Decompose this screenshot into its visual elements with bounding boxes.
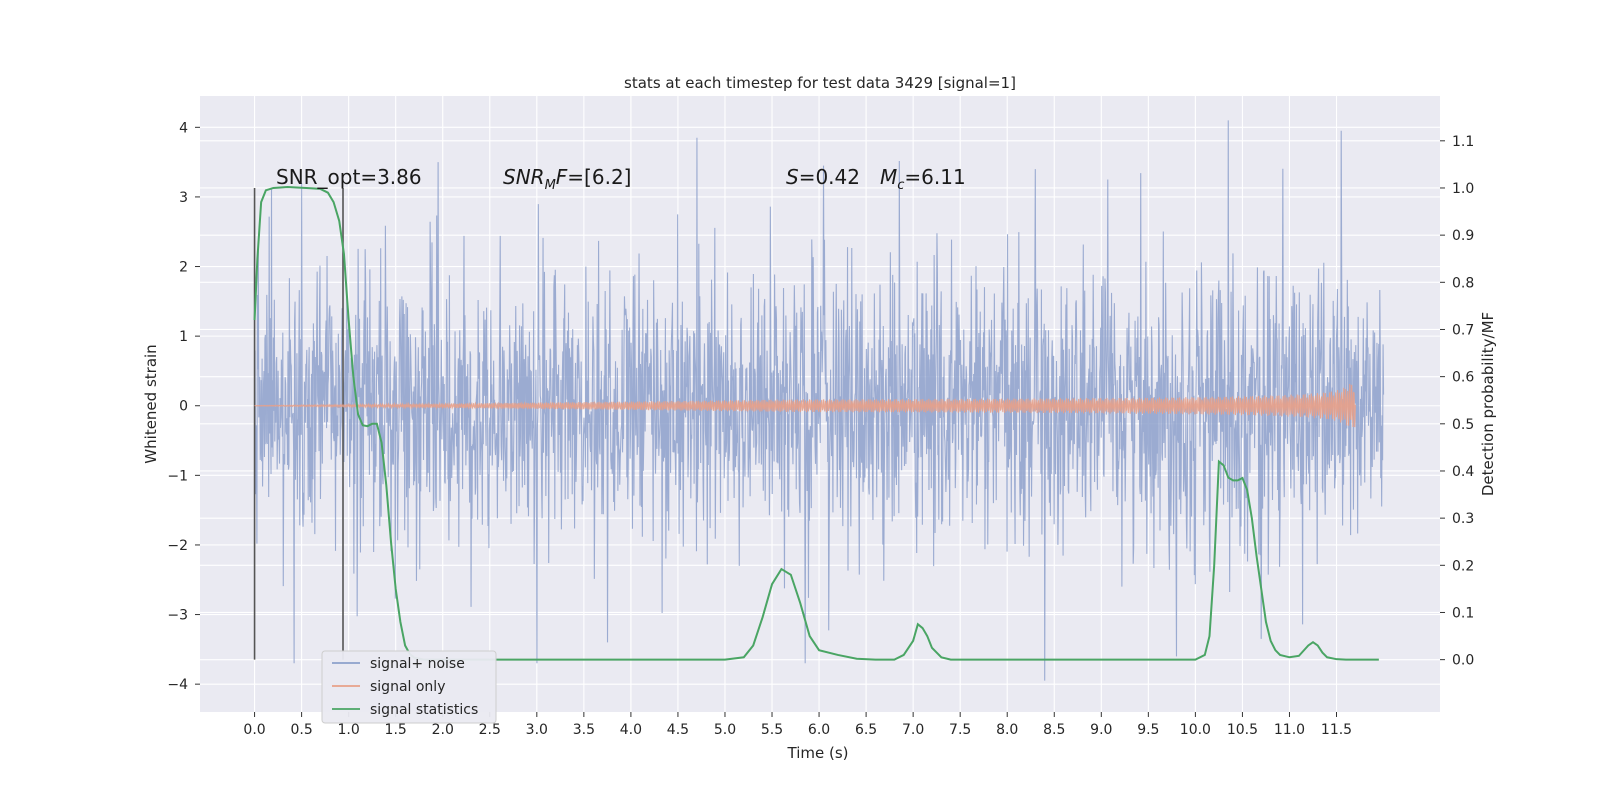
annotation-snr-opt: SNR_opt=3.86 <box>276 165 422 189</box>
x-tick-label: 7.0 <box>902 722 924 738</box>
annotation-mc-sub: c <box>897 178 904 193</box>
x-tick-label: 4.5 <box>667 722 689 738</box>
x-tick-label: 8.5 <box>1043 722 1065 738</box>
x-tick-label: 11.5 <box>1321 722 1352 738</box>
annotation-snr-mf-rest-f: F <box>556 165 568 189</box>
x-tick-label: 10.0 <box>1180 722 1211 738</box>
annotation-snr-mf-sub: M <box>545 178 556 193</box>
legend: signal+ noise signal only signal statist… <box>321 650 497 724</box>
signal-statistics-series <box>253 186 1379 661</box>
y2-axis-label: Detection probability/MF <box>1479 312 1497 496</box>
annotation-s: S=0.42 <box>786 165 860 189</box>
chart-title: stats at each timestep for test data 342… <box>624 74 1016 92</box>
y2-tick-label: 1.0 <box>1452 181 1474 197</box>
x-tick-label: 9.5 <box>1137 722 1159 738</box>
y2-tick-label: 0.1 <box>1452 605 1474 621</box>
y-tick-label: −4 <box>167 677 188 693</box>
y-tick-label: 4 <box>179 120 188 136</box>
y2-tick-label: 0.7 <box>1452 322 1474 338</box>
y2-tick-label: 0.8 <box>1452 275 1474 291</box>
y-tick-label: 0 <box>179 399 188 415</box>
legend-label-statistics: signal statistics <box>370 702 478 718</box>
x-tick-label: 5.0 <box>714 722 736 738</box>
annotation-mc-rest: =6.11 <box>904 165 965 189</box>
x-tick-label: 4.0 <box>620 722 642 738</box>
y-tick-label: 1 <box>179 329 188 345</box>
x-tick-label: 0.0 <box>243 722 265 738</box>
x-tick-label: 8.0 <box>996 722 1018 738</box>
x-tick-label: 5.5 <box>761 722 783 738</box>
legend-box <box>321 650 497 724</box>
legend-label-noise: signal+ noise <box>370 656 465 672</box>
y-axis-label: Whitened strain <box>142 344 160 463</box>
x-tick-label: 6.5 <box>855 722 877 738</box>
y2-axis-ticks: 0.0 0.1 0.2 0.3 0.4 0.5 0.6 0.7 0.8 0.9 1.0 1.1 <box>1440 134 1474 669</box>
y-tick-label: 2 <box>179 260 188 276</box>
x-tick-label: 3.5 <box>573 722 595 738</box>
y-axis-ticks: −4 −3 −2 −1 0 1 2 3 4 <box>167 120 200 693</box>
noise-series <box>254 120 1385 681</box>
y-tick-label: −2 <box>167 538 188 554</box>
y2-tick-label: 0.6 <box>1452 370 1474 386</box>
y2-tick-label: 0.3 <box>1452 511 1474 527</box>
y2-tick-label: 0.5 <box>1452 417 1474 433</box>
vertical-markers <box>253 187 344 660</box>
x-tick-label: 1.0 <box>338 722 360 738</box>
y2-tick-label: 0.9 <box>1452 228 1474 244</box>
noise-line <box>254 120 1385 681</box>
y-tick-label: −1 <box>167 468 188 484</box>
signal-only-line <box>254 384 1356 428</box>
x-tick-label: 2.5 <box>479 722 501 738</box>
x-axis-ticks: 0.0 0.5 1.0 1.5 2.0 2.5 3.0 3.5 4.0 4.5 5.0 5.5 6.0 6… <box>243 712 1352 738</box>
x-tick-label: 0.5 <box>290 722 312 738</box>
annotation-s-rest: =0.42 <box>799 165 860 189</box>
signal-statistics-line <box>253 186 1379 661</box>
x-tick-label: 9.0 <box>1090 722 1112 738</box>
x-tick-label: 11.0 <box>1274 722 1305 738</box>
annotation-snr-mf-rest: =[6.2] <box>567 165 631 189</box>
y2-tick-label: 0.4 <box>1452 464 1474 480</box>
y-tick-label: 3 <box>179 190 188 206</box>
x-tick-label: 3.0 <box>526 722 548 738</box>
signal-only-series <box>254 384 1356 428</box>
y2-tick-label: 1.1 <box>1452 134 1474 150</box>
x-tick-label: 6.0 <box>808 722 830 738</box>
x-tick-label: 2.0 <box>432 722 454 738</box>
annotation-snr-mf: SNRMF=[6.2] <box>503 165 631 193</box>
annotation-s-main: S <box>786 165 799 189</box>
annotation-snr-mf-main: SNR <box>503 165 545 189</box>
y2-tick-label: 0.2 <box>1452 558 1474 574</box>
y-tick-label: −3 <box>167 608 188 624</box>
x-tick-label: 7.5 <box>949 722 971 738</box>
annotation-mc-main: M <box>880 165 897 189</box>
x-axis-label: Time (s) <box>787 744 849 762</box>
annotation-mc: Mc=6.11 <box>880 165 966 193</box>
y2-tick-label: 0.0 <box>1452 653 1474 669</box>
x-tick-label: 10.5 <box>1227 722 1258 738</box>
legend-label-signal-only: signal only <box>370 679 445 695</box>
x-tick-label: 1.5 <box>385 722 407 738</box>
